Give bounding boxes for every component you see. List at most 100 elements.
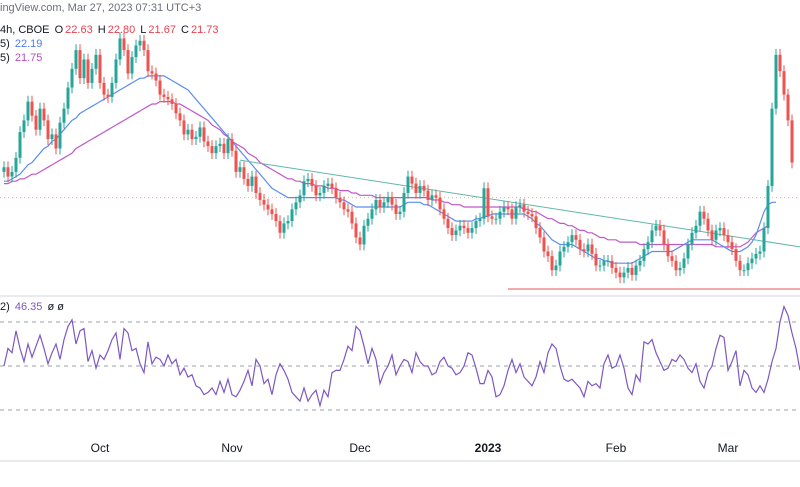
candle-body: [106, 94, 110, 97]
candle-body: [470, 228, 474, 233]
open-value: 22.63: [65, 24, 93, 36]
candle-body: [454, 230, 458, 236]
candle-body: [394, 204, 398, 215]
candle-body: [538, 228, 542, 238]
candle-body: [238, 167, 242, 172]
candle-body: [634, 265, 638, 275]
candle-body: [70, 68, 74, 88]
candle-body: [506, 207, 510, 210]
low-label: L: [140, 24, 147, 36]
candle-body: [646, 242, 650, 250]
candle-body: [686, 244, 690, 259]
candle-body: [790, 120, 794, 163]
candle-body: [458, 225, 462, 231]
rsi-extra: ø ø: [47, 301, 64, 313]
candle-body: [46, 120, 50, 140]
candle-body: [666, 244, 670, 257]
candle-body: [730, 242, 734, 250]
candle-body: [370, 209, 374, 219]
candle-body: [758, 251, 762, 254]
candle-body: [154, 73, 158, 81]
candle-body: [82, 59, 86, 79]
candle-body: [126, 50, 130, 74]
candle-body: [358, 237, 362, 245]
candle-body: [770, 108, 774, 186]
candle-body: [486, 188, 490, 217]
candle-body: [670, 256, 674, 261]
candle-body: [662, 230, 666, 245]
candle-body: [146, 50, 150, 72]
candle-body: [754, 253, 758, 259]
candle-body: [2, 167, 6, 172]
candle-body: [190, 129, 194, 140]
candle-body: [398, 211, 402, 215]
ma-fast-value: 22.19: [14, 38, 43, 50]
candle-body: [58, 122, 62, 149]
candle-body: [114, 59, 118, 83]
candle-body: [278, 221, 282, 233]
candle-body: [614, 267, 618, 273]
candle-body: [578, 239, 582, 250]
candle-body: [746, 263, 750, 271]
rsi-value: 46.35: [14, 301, 43, 313]
candle-body: [774, 54, 778, 109]
source-text: ingView.com, Mar 27, 2023 07:31 UTC+3: [0, 2, 202, 14]
candle-body: [734, 249, 738, 261]
candle-body: [482, 188, 486, 219]
candle-body: [406, 176, 410, 193]
candle-body: [618, 272, 622, 278]
candle-body: [62, 108, 66, 123]
candle-body: [74, 50, 78, 69]
candle-body: [150, 71, 154, 74]
ohlc-legend: 4h, CBOE O 22.63 H 22.80 L 21.67 C 21.73: [0, 24, 221, 36]
ma-slow-legend[interactable]: 5) 21.75: [0, 52, 44, 64]
candle-body: [682, 258, 686, 268]
candle-body: [298, 195, 302, 203]
rsi-line: [3, 304, 800, 408]
candle-body: [466, 228, 470, 233]
open-label: O: [54, 24, 64, 36]
candle-body: [162, 94, 166, 97]
candle-body: [766, 185, 770, 229]
candle-body: [234, 150, 238, 172]
candle-body: [210, 146, 214, 154]
candle-body: [786, 94, 790, 121]
candle-body: [550, 256, 554, 271]
candle-body: [322, 185, 326, 193]
candle-body: [414, 183, 418, 193]
candle-body: [654, 225, 658, 231]
candle-body: [326, 183, 330, 186]
candle-body: [94, 54, 98, 69]
candle-body: [22, 120, 26, 133]
candle-body: [250, 176, 254, 186]
candle-body: [346, 209, 350, 212]
candle-body: [474, 221, 478, 229]
candle-body: [194, 136, 198, 140]
candle-body: [498, 211, 502, 219]
candle-body: [294, 202, 298, 210]
candle-body: [502, 207, 506, 212]
candle-body: [718, 228, 722, 231]
x-tick-label: Mar: [717, 441, 739, 455]
candle-body: [258, 192, 262, 200]
candle-body: [10, 171, 14, 177]
candle-body: [610, 260, 614, 268]
candle-body: [570, 235, 574, 243]
candle-body: [674, 260, 678, 271]
candle-body: [478, 218, 482, 222]
close-value: 21.73: [190, 24, 219, 36]
candle-body: [262, 199, 266, 205]
rsi-legend[interactable]: 2) 46.35 ø ø: [0, 301, 66, 313]
candle-body: [110, 82, 114, 97]
candle-body: [554, 265, 558, 271]
candle-body: [202, 127, 206, 142]
candle-body: [314, 185, 318, 196]
candle-body: [522, 204, 526, 212]
candle-body: [254, 176, 258, 193]
ma-slow-prefix: 5): [0, 52, 10, 64]
candle-body: [402, 192, 406, 212]
candle-body: [702, 211, 706, 219]
candle-body: [130, 57, 134, 74]
ma-fast-legend[interactable]: 5) 22.19: [0, 38, 44, 50]
